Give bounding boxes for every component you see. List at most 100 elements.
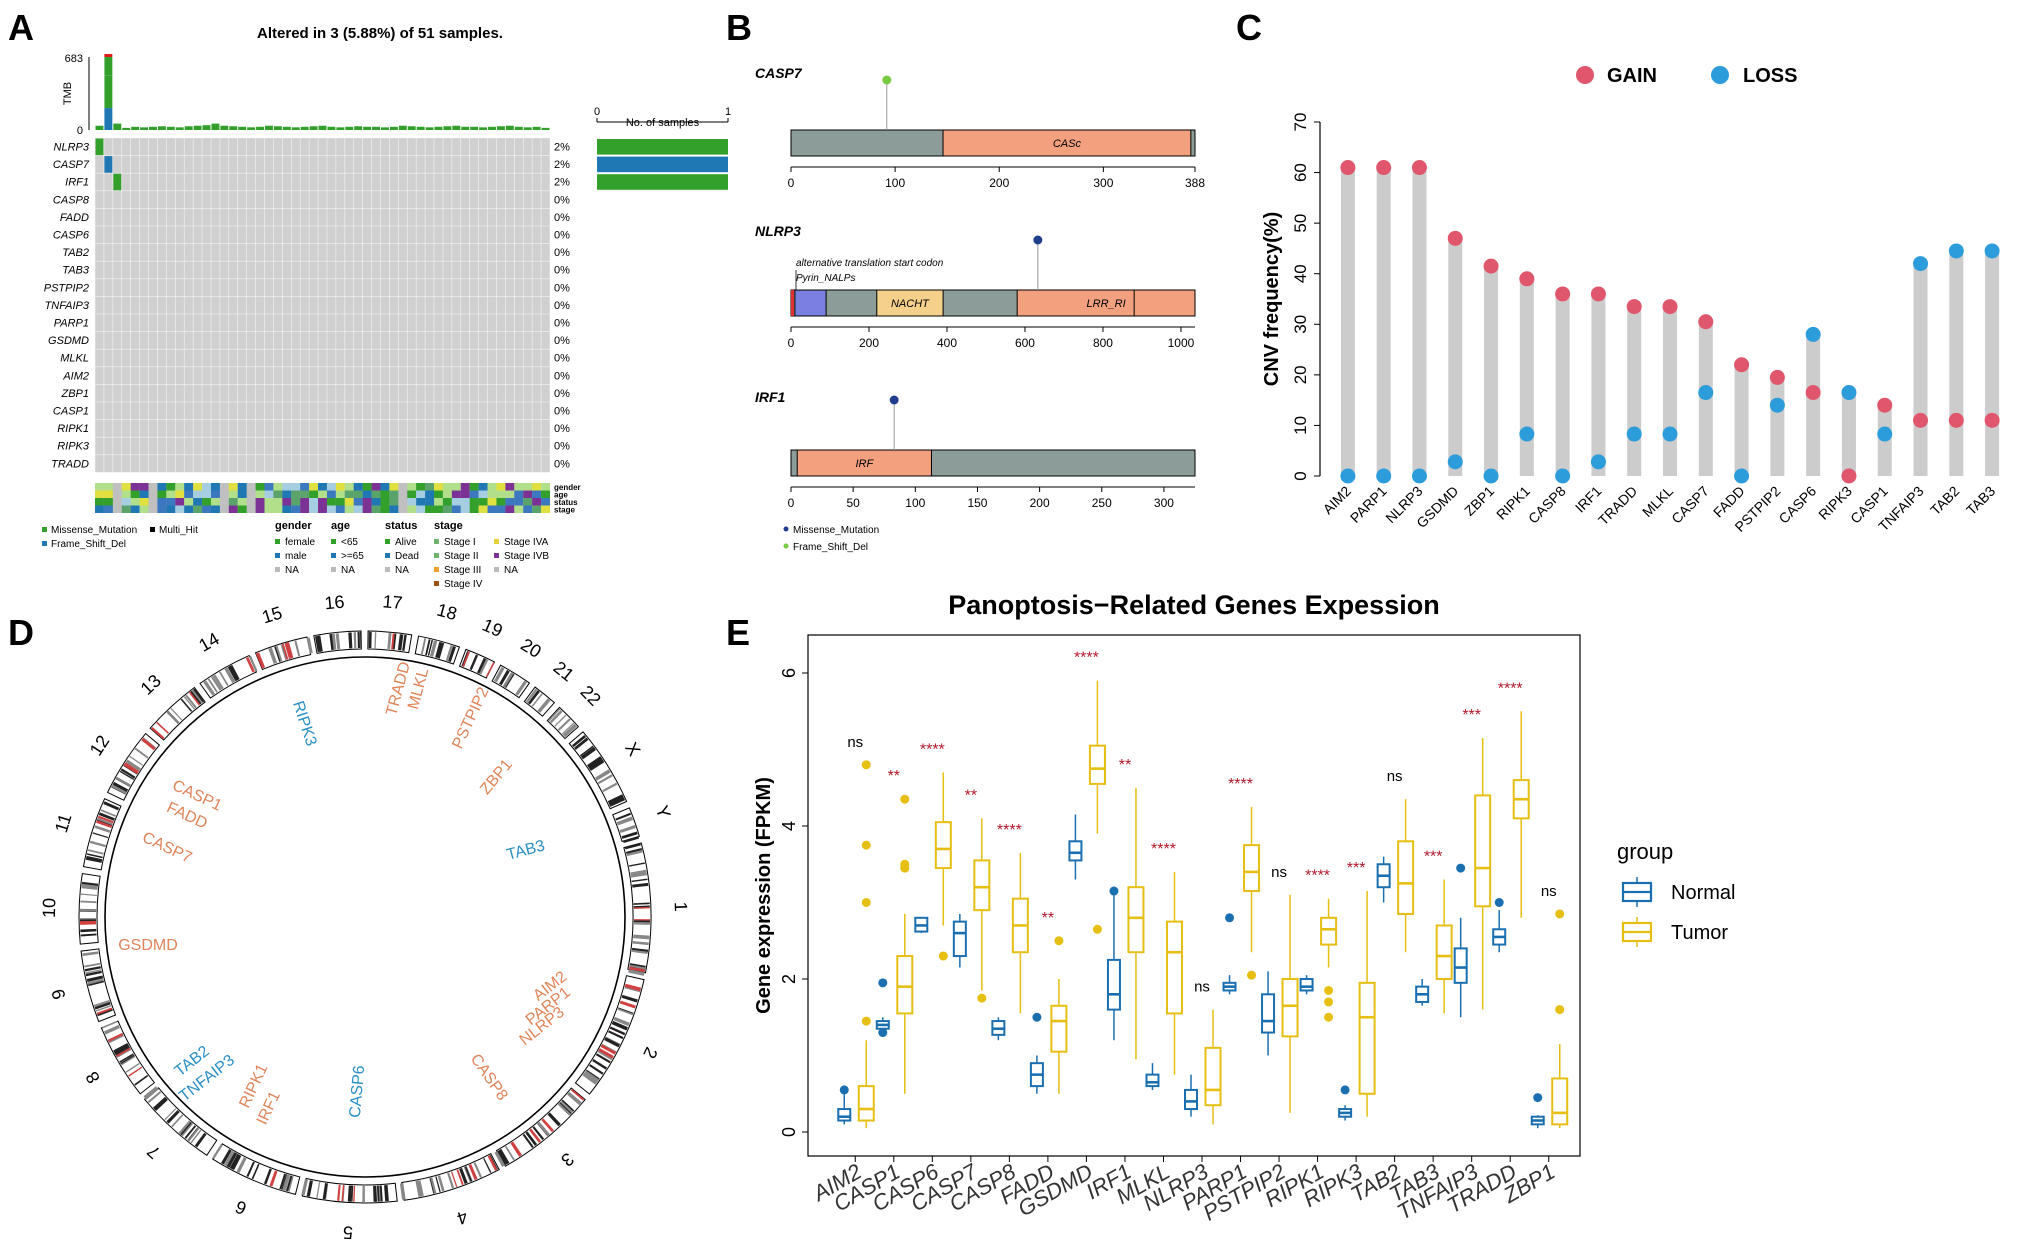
tmb-bar xyxy=(113,123,122,130)
cytoband xyxy=(561,1099,575,1112)
clinical-cell xyxy=(505,483,515,491)
legend-label: Stage IV xyxy=(444,579,483,590)
cytoband xyxy=(184,1125,197,1139)
chromosome-label: 17 xyxy=(382,591,404,613)
cytoband xyxy=(80,900,97,904)
tmb-bar xyxy=(229,126,238,130)
box xyxy=(1474,794,1492,908)
cnv-bar xyxy=(1412,167,1427,476)
protein-axis-label: 600 xyxy=(1015,336,1035,350)
cytoband xyxy=(281,643,289,660)
clinical-cell xyxy=(335,483,345,491)
clinical-cell xyxy=(434,505,443,513)
clinical-cell xyxy=(425,498,435,506)
clinical-cell xyxy=(371,483,381,491)
protein-axis-label: 388 xyxy=(1185,176,1205,190)
clinical-cell xyxy=(389,490,399,498)
clinical-cell xyxy=(318,490,327,498)
cytoband xyxy=(210,675,222,691)
cytoband xyxy=(515,680,527,696)
legend-label: NA xyxy=(285,565,299,576)
chromosome-label: 21 xyxy=(550,657,578,685)
tmb-bar xyxy=(488,126,496,130)
cytoband xyxy=(633,921,650,925)
clinical-cell xyxy=(210,490,220,498)
legend-dot xyxy=(783,526,789,532)
cytoband xyxy=(368,632,372,649)
gain-point xyxy=(1376,160,1392,176)
clinical-cell xyxy=(103,498,113,506)
chromosome-label: 4 xyxy=(454,1207,470,1229)
clinical-cell xyxy=(434,498,443,506)
gene-percent: 0% xyxy=(554,441,570,453)
cytoband xyxy=(166,710,180,724)
clinical-cell xyxy=(237,498,247,506)
gain-point xyxy=(1769,369,1785,385)
cytoband xyxy=(134,1074,149,1086)
clinical-cell xyxy=(505,490,515,498)
box xyxy=(1068,840,1083,862)
cytoband xyxy=(378,1185,381,1202)
cytoband xyxy=(430,640,438,657)
clinical-cell xyxy=(425,483,435,491)
box xyxy=(1127,886,1145,954)
cytoband xyxy=(479,658,489,675)
clinical-cell xyxy=(460,505,470,513)
outlier xyxy=(1324,985,1334,995)
clinical-cell xyxy=(121,483,131,491)
clinical-cell xyxy=(416,483,426,491)
gene-label: TNFAIP3 xyxy=(45,300,90,312)
loss-point xyxy=(1805,326,1821,342)
chromosome-label: 6 xyxy=(232,1196,249,1218)
cytoband xyxy=(85,970,102,977)
cytoband xyxy=(119,1053,134,1063)
cytoband xyxy=(180,698,193,712)
samples-axis-max: 1 xyxy=(725,106,731,118)
y-tick-label: 60 xyxy=(1291,163,1310,182)
tmb-bar xyxy=(211,123,220,130)
gain-point xyxy=(1805,385,1821,401)
clinical-cell xyxy=(532,505,542,513)
outlier xyxy=(1054,936,1064,946)
cytoband xyxy=(623,836,639,843)
outlier xyxy=(878,978,888,988)
clinical-cell xyxy=(95,490,104,498)
legend-swatch xyxy=(385,567,390,572)
cytoband xyxy=(391,633,395,650)
legend-swatch xyxy=(275,539,280,544)
cytoband xyxy=(477,657,487,674)
clinical-cell xyxy=(523,490,533,498)
chromosome-label: 19 xyxy=(479,615,505,641)
cytoband xyxy=(153,1096,168,1111)
cytoband xyxy=(81,886,98,890)
tmb-bar xyxy=(282,126,291,130)
cytoband xyxy=(96,820,112,829)
cytoband xyxy=(120,1055,136,1066)
tmb-bar xyxy=(166,126,175,130)
tmb-bar xyxy=(407,126,416,130)
cytoband xyxy=(251,1163,260,1180)
chromosome-label: 1 xyxy=(671,901,691,912)
legend-label-gain: GAIN xyxy=(1607,65,1657,87)
legend-swatch xyxy=(150,527,155,532)
clinical-cell xyxy=(344,505,354,513)
significance-label: **** xyxy=(1305,868,1330,885)
cytoband xyxy=(181,1122,194,1137)
cytoband xyxy=(392,633,397,650)
clinical-cell xyxy=(380,490,390,498)
chromosome-label: 5 xyxy=(342,1222,353,1243)
tmb-bar xyxy=(309,126,318,130)
clinical-cell xyxy=(157,483,167,491)
cytoband xyxy=(522,1133,534,1148)
cytoband xyxy=(301,1179,308,1196)
clinical-cell xyxy=(451,490,461,498)
cytoband xyxy=(469,654,479,671)
clinical-cell xyxy=(425,490,435,498)
clinical-cell xyxy=(273,490,283,498)
cnv-bar xyxy=(1985,250,2000,476)
clinical-cell xyxy=(228,505,238,513)
gene-percent: 0% xyxy=(554,458,570,470)
significance-label: ns xyxy=(847,734,863,751)
cytoband xyxy=(178,1120,191,1135)
